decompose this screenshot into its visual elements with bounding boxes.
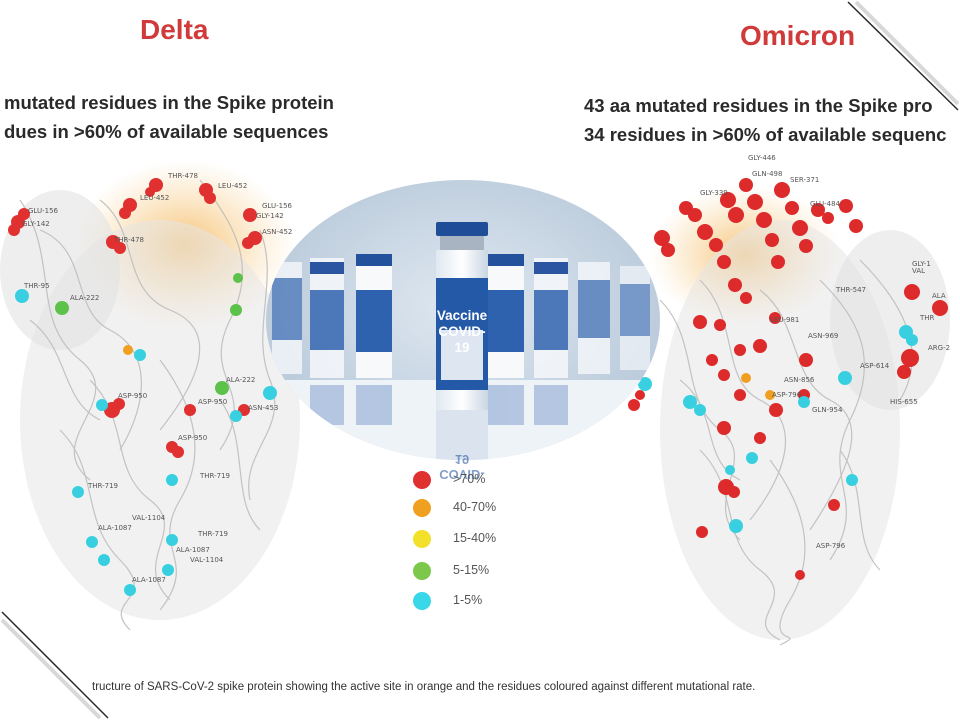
residue-label: GLY-1 bbox=[912, 260, 931, 268]
residue-label: GLY-142 bbox=[22, 220, 50, 228]
legend-label: 5-15% bbox=[453, 563, 490, 577]
residue-label: ASP-796 bbox=[816, 542, 846, 550]
delta-protein-structure bbox=[0, 160, 300, 631]
residue-label: VAL-1104 bbox=[190, 556, 224, 564]
legend-label: 40-70% bbox=[453, 500, 497, 514]
residue-label: ALA-222 bbox=[226, 376, 255, 384]
delta-subtitle-line2: dues in >60% of available sequences bbox=[4, 121, 329, 142]
residue-label: THR bbox=[919, 314, 935, 322]
legend-label: 1-5% bbox=[453, 593, 483, 607]
residue-label: ALA bbox=[932, 292, 946, 300]
legend-label: 15-40% bbox=[453, 531, 497, 545]
residue-label: GLN-954 bbox=[812, 406, 843, 414]
vial-label: Vaccine COVID-19 bbox=[436, 308, 488, 356]
residue-label: GLU-156 bbox=[28, 207, 59, 215]
residue-label: LEU-452 bbox=[218, 182, 247, 190]
delta-subtitle-line1: mutated residues in the Spike protein bbox=[4, 92, 334, 113]
residue-label: VAL bbox=[912, 267, 925, 275]
residue-label: GLU-484 bbox=[810, 200, 841, 208]
delta-title: Delta bbox=[140, 14, 209, 45]
legend-dot-green bbox=[413, 562, 431, 580]
residue-label: ARG-2 bbox=[928, 344, 950, 352]
residue-label: GLN-498 bbox=[752, 170, 782, 178]
omicron-subtitle-line1: 43 aa mutated residues in the Spike pro bbox=[584, 95, 933, 116]
residue-label: THR-478 bbox=[167, 172, 198, 180]
legend-dot-yellow bbox=[413, 530, 431, 548]
residue-label: ALA-1087 bbox=[98, 524, 132, 532]
vaccine-photo bbox=[266, 180, 660, 460]
residue-label: ASN-453 bbox=[248, 404, 278, 412]
residue-label: THR-547 bbox=[835, 286, 866, 294]
residue-label: ASN-856 bbox=[784, 376, 815, 384]
residue-label: THR-478 bbox=[113, 236, 144, 244]
residue-label: ALA-1087 bbox=[132, 576, 166, 584]
residue-label: THR-95 bbox=[23, 282, 50, 290]
legend-dot-cyan bbox=[413, 592, 431, 610]
residue-label: VAL-1104 bbox=[132, 514, 166, 522]
residue-label: THR-719 bbox=[197, 530, 228, 538]
residue-label: GLU-156 bbox=[262, 202, 293, 210]
residue-label: ASP-796 bbox=[772, 391, 802, 399]
omicron-residue-labels: GLY-446 GLN-498 SER-371 GLY-339 GLU-484 THR-5… bbox=[700, 154, 950, 550]
residue-label: ASP-614 bbox=[860, 362, 890, 370]
omicron-title: Omicron bbox=[740, 20, 856, 51]
residue-label: GLY-446 bbox=[748, 154, 776, 162]
residue-label: ASP-950 bbox=[118, 392, 147, 400]
delta-residue-labels: THR-478 LEU-452 LEU-452 GLU-156 GLU-156 GLY-1… bbox=[22, 172, 293, 584]
legend-label: >70% bbox=[453, 472, 486, 486]
residue-label: ASP-950 bbox=[178, 434, 207, 442]
residue-label: SER-371 bbox=[790, 176, 819, 184]
legend-dot-orange bbox=[413, 499, 431, 517]
residue-label: ASN-969 bbox=[808, 332, 838, 340]
omicron-subtitle-line2: 34 residues in >60% of available sequenc bbox=[584, 124, 947, 145]
vial-label-line1: Vaccine bbox=[436, 308, 488, 323]
legend-dot-red bbox=[413, 471, 431, 489]
residue-label: ALA-1087 bbox=[176, 546, 210, 554]
residue-label: GLY-339 bbox=[700, 189, 728, 197]
residue-label: ASN-452 bbox=[262, 228, 292, 236]
residue-label: HIS-655 bbox=[890, 398, 918, 406]
omicron-protein-structure bbox=[628, 178, 950, 646]
residue-label: ASP-950 bbox=[198, 398, 227, 406]
residue-label: GLY-142 bbox=[256, 212, 284, 220]
main-vaccine-vial bbox=[436, 222, 488, 460]
residue-label: ALA-222 bbox=[70, 294, 99, 302]
residue-label: THR-719 bbox=[87, 482, 118, 490]
residue-label: LEU-981 bbox=[770, 316, 799, 324]
residue-label: THR-719 bbox=[199, 472, 230, 480]
figure-caption: tructure of SARS-CoV-2 spike protein sho… bbox=[92, 681, 756, 693]
vial-label-line2: COVID-19 bbox=[438, 324, 486, 355]
residue-label: LEU-452 bbox=[140, 194, 169, 202]
